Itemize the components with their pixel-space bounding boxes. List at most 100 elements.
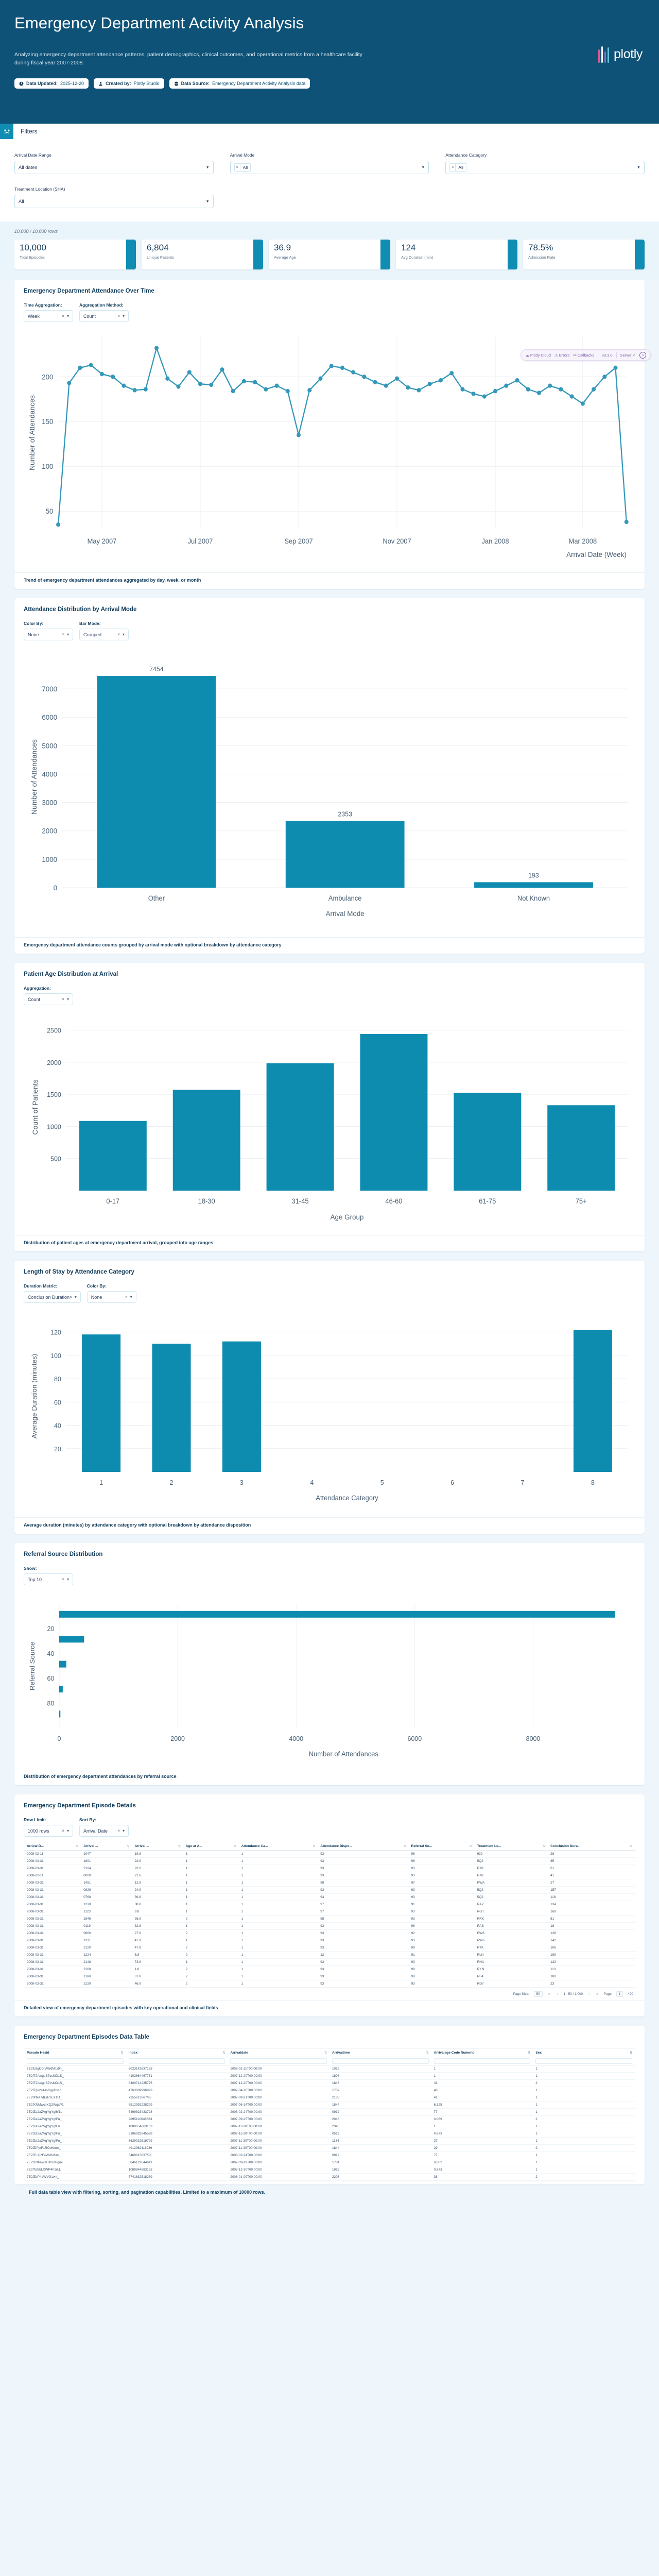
clear-icon[interactable]: ×	[117, 632, 120, 637]
clear-icon[interactable]: ×	[117, 1828, 120, 1833]
table-row[interactable]: 7E2fZa2aZVgYgYgfFu_ 6629022619729 2007-11-…	[24, 2137, 635, 2145]
table-row[interactable]: 2008-03-31 1230 38.8 1 1 97 91 RA2 134	[24, 1901, 635, 1908]
sort-icon[interactable]: ⇅	[528, 2052, 531, 2055]
table-column-header[interactable]: Referral So... ▽	[408, 1842, 475, 1851]
table-row[interactable]: 2008-03-31 1846 26.9 2 1 98 93 RRK 51	[24, 1915, 635, 1923]
sort-icon[interactable]: ⇅	[629, 2052, 632, 2055]
filter-icon[interactable]: ▽	[313, 1845, 316, 1848]
clear-icon[interactable]: ×	[70, 1295, 72, 1299]
table-row[interactable]: 2008-03-31 2124 22.6 1 1 93 93 RT8 61	[24, 1865, 635, 1872]
aggregation-method-select[interactable]: Count × ▾	[79, 310, 129, 322]
treatment-location-select[interactable]: All ▼	[14, 195, 214, 208]
table-column-header[interactable]: Index ⇅	[126, 2049, 228, 2057]
filter-chip[interactable]: × All	[449, 163, 466, 172]
table-column-header[interactable]: Arrival D... ▽	[24, 1842, 81, 1851]
filter-chip[interactable]: × All	[234, 163, 251, 172]
episode-table-pager[interactable]: Page Size: 50 « ‹ 1 - 50 / 1,000 › » Pag…	[24, 1988, 635, 1997]
table-row[interactable]: 7E2fTNMwcsHM7dBgmi 6846122644641 2007-09-1…	[24, 2159, 635, 2166]
table-column-header[interactable]: Arrival ... ▽	[81, 1842, 132, 1851]
table-column-header[interactable]: Conclusion Dura... ▽	[548, 1842, 635, 1851]
column-filter-input[interactable]	[27, 2058, 124, 2064]
table-row[interactable]: 7E2fXNMwcsXQ2WgxP1 8512992228229 2007-06-1…	[24, 2101, 635, 2109]
table-column-header[interactable]: Arrival ... ▽	[132, 1842, 183, 1851]
last-page-icon[interactable]: »	[596, 1992, 598, 1996]
column-filter-input[interactable]	[535, 2058, 632, 2064]
aggregation-select[interactable]: Count × ▾	[24, 993, 73, 1005]
bar-chart-age-distribution[interactable]: 500 1000 1500 2000 2500 0-17 18-30 31-45 46-60 61…	[24, 1010, 635, 1232]
table-row[interactable]: 7E2fT2AwgqS7csMD1S_ 4103664467761 2007-12-…	[24, 2072, 635, 2080]
table-row[interactable]: 7E2fZa2aZVgYgYgfFu_ 3186928245528 2007-11-…	[24, 2130, 635, 2138]
filter-icon[interactable]: ▽	[234, 1845, 236, 1848]
column-filter-input[interactable]	[332, 2058, 429, 2064]
bar-mode-select[interactable]: Grouped × ▾	[79, 629, 129, 640]
column-filter-cell[interactable]	[228, 2057, 330, 2065]
table-column-header[interactable]: Pseudo Hesid ⇅	[24, 2049, 126, 2057]
chip-remove-icon[interactable]: ×	[450, 164, 456, 171]
sort-icon[interactable]: ⇅	[120, 2052, 124, 2055]
time-aggregation-select[interactable]: Week × ▾	[24, 310, 73, 322]
table-row[interactable]: 2008-03-31 2108 1.8 2 1 93 98 RXN 113	[24, 1965, 635, 1973]
table-column-header[interactable]: Attendance Dispo... ▽	[318, 1842, 409, 1851]
table-filter-row[interactable]	[24, 2057, 635, 2065]
column-filter-input[interactable]	[433, 2058, 531, 2064]
filter-icon[interactable]: ▽	[630, 1845, 632, 1848]
filter-icon[interactable]: ▽	[178, 1845, 181, 1848]
table-row[interactable]: 2008-03-31 1123 9.8 1 1 97 93 RGT 169	[24, 1908, 635, 1916]
clear-icon[interactable]: ×	[62, 997, 64, 1002]
filter-icon[interactable]: ▽	[403, 1845, 406, 1848]
first-page-icon[interactable]: «	[548, 1992, 550, 1996]
table-row[interactable]: 2008-03-31 0829 24.9 1 1 93 93 5Q2 157	[24, 1886, 635, 1894]
attendance-category-select[interactable]: × All ▼	[445, 161, 645, 174]
sort-icon[interactable]: ⇅	[222, 2052, 226, 2055]
column-filter-input[interactable]	[230, 2058, 327, 2064]
dev-toolbar[interactable]: ☁ Plotly Cloud ⚠ Errors ⚯ Callbacks v3.3…	[521, 349, 651, 361]
page-size-input[interactable]: 50	[533, 1991, 543, 1997]
table-row[interactable]: 2008-03-31 2120 47.8 2 1 93 99 RTK 106	[24, 1944, 635, 1952]
table-row[interactable]: 2008-03-31 2120 46.9 2 1 93 93 RD7 23	[24, 1980, 635, 1988]
table-column-header[interactable]: Age at A... ▽	[183, 1842, 239, 1851]
table-row[interactable]: 7E2fT2AwgqS7csMD1S_ 8400714235775 2007-12-…	[24, 2079, 635, 2087]
bar-chart-referral-source[interactable]: 0 2000 4000 6000 8000 20 40 60 80 Number of Atten…	[24, 1590, 635, 1766]
table-column-header[interactable]: Arrivaltime ⇅	[329, 2049, 431, 2057]
table-row[interactable]: 7E2fTgk2s4asCgpUvcc_ 4763689996893 2007-04…	[24, 2087, 635, 2094]
errors-item[interactable]: ⚠ Errors	[554, 352, 570, 358]
column-filter-cell[interactable]	[533, 2057, 635, 2065]
color-by-select[interactable]: None × ▾	[86, 1291, 136, 1303]
color-by-select[interactable]: None × ▾	[24, 629, 73, 640]
filter-icon[interactable]: ▽	[76, 1845, 79, 1848]
table-row[interactable]: 2008-03-31 0768 39.8 1 1 93 93 5Q2 118	[24, 1893, 635, 1901]
table-row[interactable]: 7E2fZbP4aWVG1vnl_ 7741632518289 2008-01-09…	[24, 2173, 635, 2181]
table-row[interactable]: 7E2fTaSbLXWP4F1rLL 1089844883163 2007-12-3…	[24, 2166, 635, 2174]
table-row[interactable]: 7E2fZa2aZVgYgYgl6f1L 5499823433728 2008-02…	[24, 2108, 635, 2116]
table-row[interactable]: 7E2fZa2aZVgYgYgfFu_ 9895110646663 2007-09-…	[24, 2115, 635, 2123]
table-column-header[interactable]: Sex ⇅	[533, 2049, 635, 2057]
sort-by-select[interactable]: Arrival Date × ▾	[79, 1825, 129, 1837]
arrival-date-range-select[interactable]: All dates ▼	[14, 161, 214, 174]
table-row[interactable]: 2008-03-31 1168 37.8 2 1 93 98 RF4 180	[24, 1973, 635, 1980]
clear-icon[interactable]: ×	[117, 314, 120, 318]
table-row[interactable]: 2008-03-31 0860 27.9 2 1 93 92 RW6 128	[24, 1929, 635, 1937]
table-row[interactable]: 7E2fZa2aZVgYgYgfFu_ 1088654863163 2007-11-…	[24, 2123, 635, 2130]
data-table-wrapper[interactable]: Pseudo Hesid ⇅ Index ⇅ Arrivaldate ⇅ Arrivalti…	[24, 2048, 635, 2181]
filter-icon[interactable]: ▽	[543, 1845, 546, 1848]
arrival-mode-select[interactable]: × All ▼	[230, 161, 429, 174]
table-row[interactable]: 7E2fL8gkrcnAWdM1r9h_ 5023142637153 2008-02…	[24, 2065, 635, 2073]
table-row[interactable]: 2008-02-11 0000 21.6 1 1 93 93 RT8 41	[24, 1872, 635, 1879]
table-row[interactable]: 2008-03-31 1224 6.8 2 1 12 91 RLN 199	[24, 1951, 635, 1959]
table-row[interactable]: 2008-03-31 1801 22.9 1 1 93 96 5Q2 85	[24, 1857, 635, 1865]
clear-icon[interactable]: ×	[125, 1295, 128, 1299]
row-limit-select[interactable]: 1000 rows × ▾	[24, 1825, 73, 1837]
expand-icon[interactable]: »	[639, 351, 646, 359]
filter-icon[interactable]: ▽	[127, 1845, 130, 1848]
table-column-header[interactable]: Attendance Ca... ▽	[238, 1842, 318, 1851]
column-filter-cell[interactable]	[126, 2057, 228, 2065]
table-row[interactable]: 7E2fZiPjeF1ROdNomi_ 4912962118239 2007-11-…	[24, 2144, 635, 2152]
clear-icon[interactable]: ×	[62, 1577, 64, 1582]
callbacks-item[interactable]: ⚯ Callbacks	[573, 352, 595, 358]
clear-icon[interactable]: ×	[62, 314, 64, 318]
filter-icon[interactable]: ▽	[470, 1845, 472, 1848]
chip-remove-icon[interactable]: ×	[235, 164, 240, 171]
line-chart-attendance-over-time[interactable]: 50 100 150 200 May 2007 Jul 2007 Sep 2007 Nov 2…	[24, 327, 635, 569]
clear-icon[interactable]: ×	[62, 632, 64, 637]
bar-chart-arrival-mode[interactable]: 0 1000 2000 3000 4000 5000 6000 7000 7454 Other 23…	[24, 646, 635, 934]
